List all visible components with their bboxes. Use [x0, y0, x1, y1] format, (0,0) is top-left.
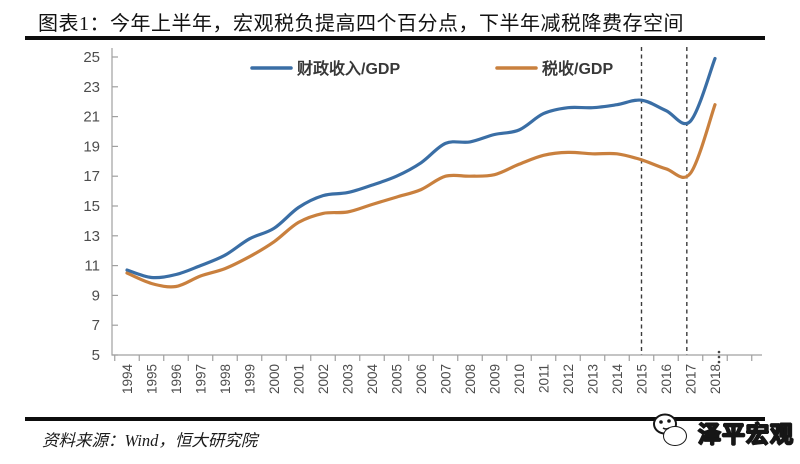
y-tick-label: 17	[83, 168, 100, 185]
watermark-text: 泽平宏观	[697, 420, 794, 447]
x-tick-label: 2006	[414, 364, 429, 394]
y-tick-label: 25	[83, 49, 100, 66]
footer-rule	[25, 417, 765, 421]
y-tick-label: 13	[83, 228, 100, 245]
legend-label-tax: 税收/GDP	[542, 59, 613, 78]
x-tick-label: 2007	[439, 364, 454, 394]
x-tick-label: 2011	[537, 364, 552, 393]
legend-label-fiscal: 财政收入/GDP	[296, 59, 400, 78]
x-tick-label: 2004	[365, 364, 380, 395]
x-tick-label: 2013	[586, 364, 601, 394]
y-tick-label: 5	[92, 347, 100, 364]
x-tick-label: 2015	[635, 364, 650, 394]
x-tick-label: 2018	[708, 364, 723, 394]
source-note: 资料来源：Wind，恒大研究院	[42, 431, 258, 450]
x-tick-label: 1995	[145, 364, 160, 394]
x-tick-label: 1999	[243, 364, 258, 394]
series-path-fiscal	[125, 56, 717, 280]
axis-continuation-dot	[717, 355, 721, 359]
x-tick-label: 2010	[512, 364, 527, 394]
x-tick-label: 2005	[390, 364, 405, 394]
figure-title: 图表1：今年上半年，宏观税负提高四个百分点，下半年减税降费存空间	[38, 13, 684, 35]
x-tick-label: 2016	[659, 364, 674, 394]
x-tick-label: 2009	[488, 364, 503, 394]
watermark-logo: 泽平宏观	[648, 409, 794, 455]
x-tick-label: 2017	[684, 364, 699, 394]
chart-axes: 25 23 21 19 17 15 13 11 9 7 5 1994 1995 1996 1997 1998 1…	[83, 48, 762, 394]
axis-continuation-dot	[717, 360, 721, 364]
y-tick-label: 15	[83, 198, 100, 215]
y-tick-label: 7	[92, 317, 100, 334]
x-tick-label: 2014	[610, 364, 625, 395]
y-tick-label: 9	[92, 287, 100, 304]
axis-lines	[111, 48, 762, 356]
y-tick-label: 23	[83, 79, 100, 96]
x-tick-label: 2001	[292, 364, 307, 394]
y-tick-label: 21	[83, 109, 100, 126]
chart-series	[125, 56, 717, 289]
y-tick-label: 19	[83, 138, 100, 155]
x-tick-label: 2002	[316, 364, 331, 394]
x-tick-label: 2012	[561, 364, 576, 394]
y-tick-label: 11	[84, 258, 100, 275]
x-tick-label: 1996	[169, 364, 184, 394]
x-tick-label: 1998	[218, 364, 233, 394]
x-tick-label: 1994	[120, 364, 135, 395]
title-rule	[25, 36, 765, 40]
watermark-face-icon	[653, 413, 687, 446]
x-tick-label: 2003	[341, 364, 356, 394]
axis-continuation-dot	[717, 350, 721, 354]
chart-legend: 财政收入/GDP 税收/GDP	[250, 59, 613, 78]
x-tick-label: 2000	[267, 364, 282, 394]
chart-marks	[640, 47, 688, 355]
x-tick-label: 2008	[463, 364, 478, 394]
x-tick-label: 1997	[194, 364, 209, 394]
series-path-tax	[125, 103, 717, 289]
